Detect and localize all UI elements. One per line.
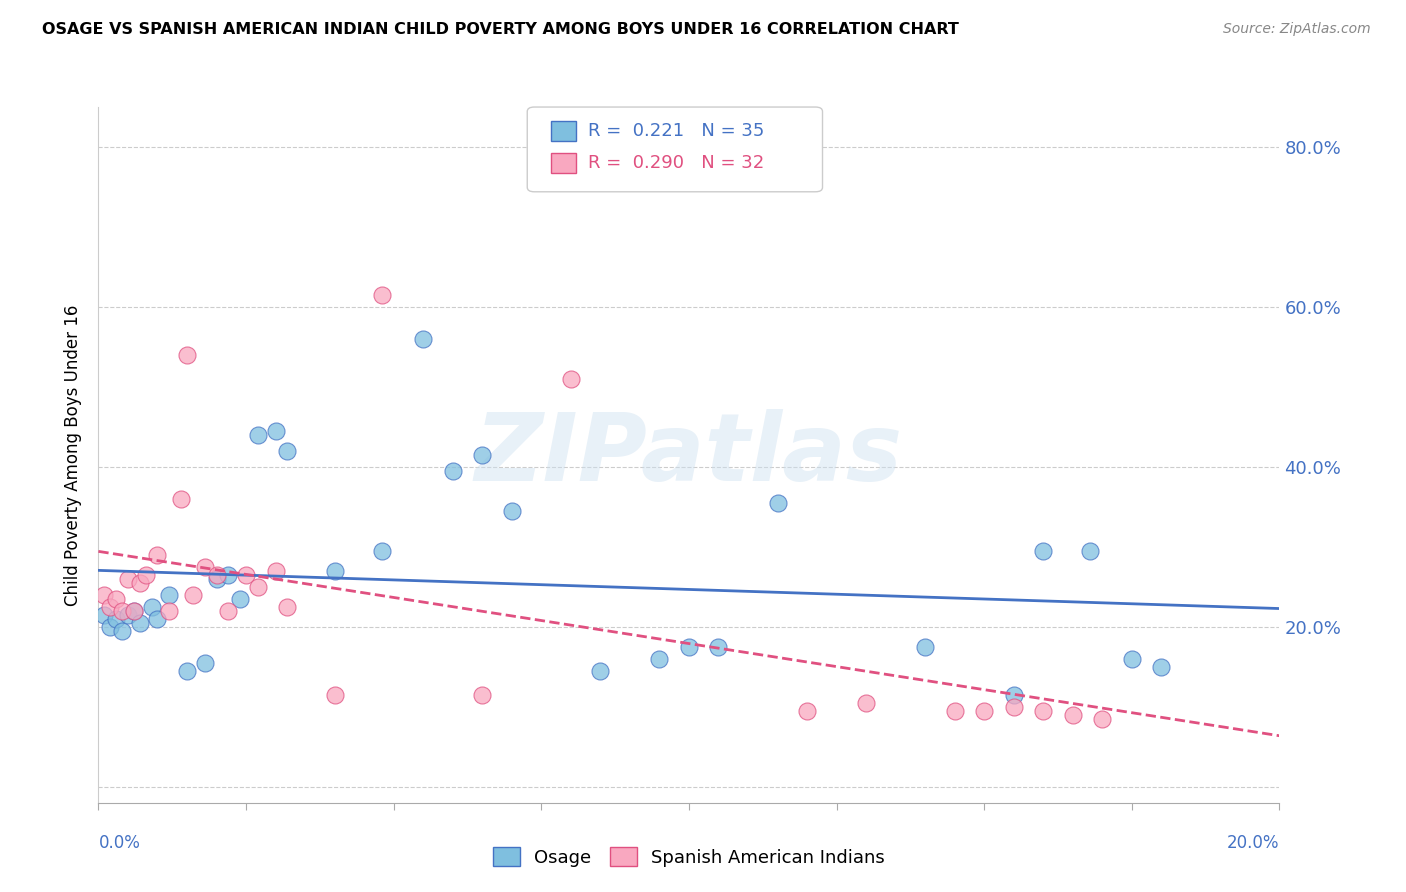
- Point: [501, 504, 523, 518]
- Point: [371, 288, 394, 302]
- Text: OSAGE VS SPANISH AMERICAN INDIAN CHILD POVERTY AMONG BOYS UNDER 16 CORRELATION C: OSAGE VS SPANISH AMERICAN INDIAN CHILD P…: [42, 22, 959, 37]
- Point: [264, 564, 287, 578]
- Text: R =  0.290   N = 32: R = 0.290 N = 32: [588, 154, 763, 172]
- Point: [471, 688, 494, 702]
- Text: Source: ZipAtlas.com: Source: ZipAtlas.com: [1223, 22, 1371, 37]
- Point: [1121, 652, 1143, 666]
- Point: [648, 652, 671, 666]
- Point: [217, 567, 239, 582]
- Text: R =  0.221   N = 35: R = 0.221 N = 35: [588, 122, 763, 140]
- Point: [323, 564, 346, 578]
- Point: [471, 448, 494, 462]
- Point: [1150, 660, 1173, 674]
- Point: [117, 572, 139, 586]
- Point: [170, 491, 193, 506]
- Point: [766, 496, 789, 510]
- Point: [146, 548, 169, 562]
- Point: [1062, 707, 1084, 722]
- Point: [1032, 704, 1054, 718]
- Point: [98, 620, 121, 634]
- Point: [1002, 688, 1025, 702]
- Point: [1002, 699, 1025, 714]
- Point: [796, 704, 818, 718]
- Y-axis label: Child Poverty Among Boys Under 16: Child Poverty Among Boys Under 16: [65, 304, 83, 606]
- Point: [707, 640, 730, 654]
- Point: [146, 612, 169, 626]
- Point: [181, 588, 204, 602]
- Point: [973, 704, 995, 718]
- Point: [276, 444, 298, 458]
- Point: [105, 591, 128, 606]
- Point: [176, 348, 198, 362]
- Point: [246, 428, 269, 442]
- Point: [1032, 544, 1054, 558]
- Point: [441, 464, 464, 478]
- Point: [246, 580, 269, 594]
- Point: [235, 567, 257, 582]
- Point: [194, 560, 217, 574]
- Point: [111, 604, 134, 618]
- Point: [128, 575, 150, 590]
- Text: 0.0%: 0.0%: [98, 834, 141, 852]
- Point: [589, 664, 612, 678]
- Point: [176, 664, 198, 678]
- Point: [914, 640, 936, 654]
- Point: [205, 572, 228, 586]
- Legend: Osage, Spanish American Indians: Osage, Spanish American Indians: [485, 839, 893, 874]
- Point: [1080, 544, 1102, 558]
- Point: [943, 704, 966, 718]
- Point: [117, 607, 139, 622]
- Point: [141, 599, 163, 614]
- Text: 20.0%: 20.0%: [1227, 834, 1279, 852]
- Point: [93, 607, 115, 622]
- Point: [678, 640, 700, 654]
- Point: [194, 656, 217, 670]
- Point: [323, 688, 346, 702]
- Point: [98, 599, 121, 614]
- Point: [157, 604, 180, 618]
- Point: [412, 332, 434, 346]
- Point: [1091, 712, 1114, 726]
- Point: [122, 604, 145, 618]
- Point: [128, 615, 150, 630]
- Point: [93, 588, 115, 602]
- Point: [135, 567, 157, 582]
- Point: [122, 604, 145, 618]
- Point: [105, 612, 128, 626]
- Point: [205, 567, 228, 582]
- Point: [560, 372, 582, 386]
- Point: [157, 588, 180, 602]
- Point: [855, 696, 877, 710]
- Point: [217, 604, 239, 618]
- Point: [229, 591, 252, 606]
- Point: [276, 599, 298, 614]
- Point: [371, 544, 394, 558]
- Point: [264, 424, 287, 438]
- Text: ZIPatlas: ZIPatlas: [475, 409, 903, 501]
- Point: [111, 624, 134, 638]
